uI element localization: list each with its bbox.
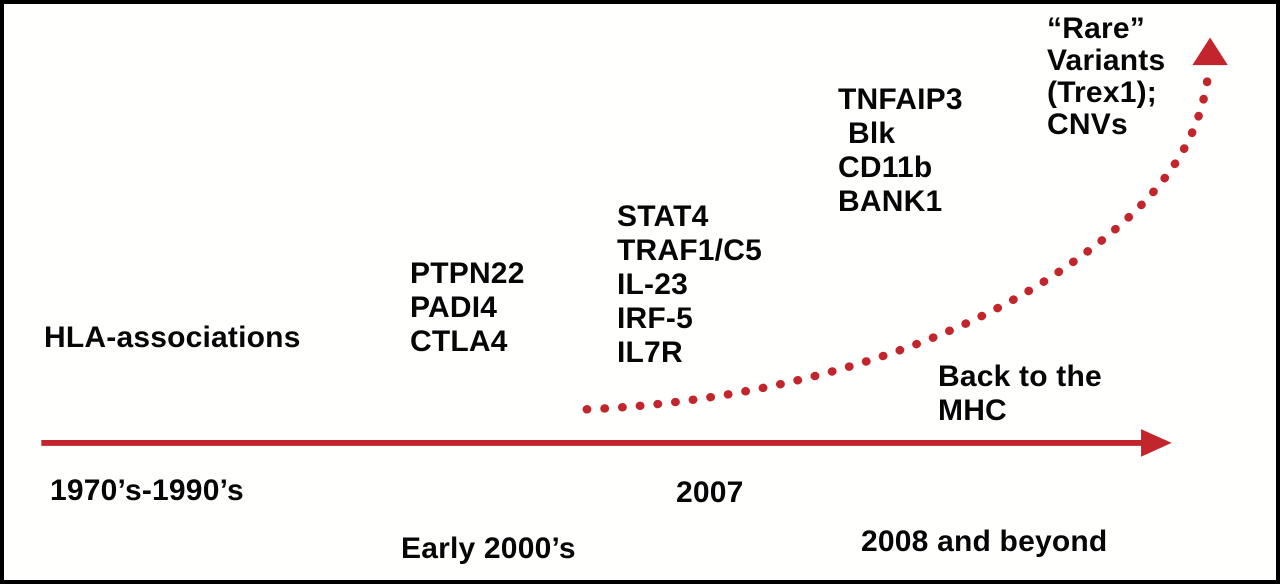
annotation-2007-genes: STAT4 TRAF1/C5 IL-23 IRF-5 IL7R xyxy=(617,200,762,370)
gene-label: IL7R xyxy=(617,336,683,369)
gene-label: PADI4 xyxy=(410,291,498,324)
right-arrowhead-icon xyxy=(1141,429,1172,457)
timeline-graphics xyxy=(41,37,1228,457)
gene-label: BANK1 xyxy=(838,185,943,218)
discovery-growth-curve xyxy=(582,37,1228,414)
era-label-2008-and-beyond: 2008 and beyond xyxy=(861,525,1108,558)
up-arrowhead-icon xyxy=(1192,37,1228,66)
annotation-line: (Trex1); xyxy=(1047,76,1157,109)
annotation-early-2000s-genes: PTPN22 PADI4 CTLA4 xyxy=(410,257,525,359)
annotation-hla-associations: HLA-associations xyxy=(44,321,301,355)
gene-label: IRF-5 xyxy=(617,302,693,335)
era-label-2007: 2007 xyxy=(676,476,744,509)
gene-label: CTLA4 xyxy=(410,325,508,358)
era-label-1970s-1990s: 1970’s-1990’s xyxy=(50,474,244,507)
gene-label: STAT4 xyxy=(617,200,709,233)
annotation-line: MHC xyxy=(938,394,1007,427)
gene-label: TNFAIP3 xyxy=(838,83,963,116)
annotation-back-to-mhc: Back to the MHC xyxy=(938,360,1102,428)
timeline-axis-arrow xyxy=(41,429,1172,457)
annotation-2008-genes: TNFAIP3 Blk CD11b BANK1 xyxy=(838,83,963,219)
annotation-line: “Rare” xyxy=(1047,12,1145,45)
dotted-curve xyxy=(582,70,1213,414)
annotation-line: CNVs xyxy=(1047,108,1128,141)
gene-label: TRAF1/C5 xyxy=(617,234,762,267)
gene-label: Blk xyxy=(848,117,896,150)
gene-label: PTPN22 xyxy=(410,257,525,290)
gene-label: CD11b xyxy=(838,151,933,184)
annotation-rare-variants: “Rare” Variants (Trex1); CNVs xyxy=(1047,13,1165,141)
era-label-early-2000s: Early 2000’s xyxy=(401,532,576,565)
annotation-line: HLA-associations xyxy=(44,321,301,354)
annotation-line: Back to the xyxy=(938,360,1102,393)
gene-label: IL-23 xyxy=(617,268,689,301)
annotation-line: Variants xyxy=(1047,44,1166,77)
